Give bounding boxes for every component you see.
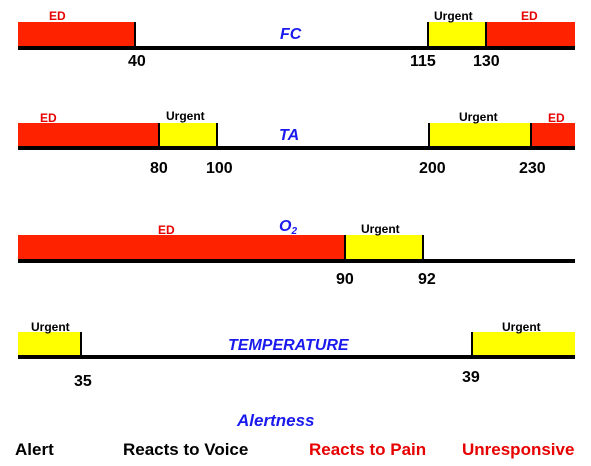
- temperature-zone-urgent-bar: [472, 332, 575, 357]
- ta-tick-label: 80: [150, 160, 168, 177]
- o2-zone-urgent-label: Urgent: [361, 222, 400, 236]
- scale-title-o2: O2: [279, 218, 298, 237]
- ta-zone-ed-bar: [18, 123, 159, 148]
- temperature-zone-urgent-bar: [18, 332, 81, 357]
- alertness-title: Alertness: [237, 411, 315, 430]
- fc-zone-ed-high-label: ED: [521, 9, 538, 23]
- fc-tick-label: 115: [410, 53, 436, 70]
- o2-zone-ed-label: ED: [158, 223, 175, 237]
- ta-zone-ed-bar: [531, 123, 575, 148]
- o2-tick-label: 90: [336, 271, 354, 288]
- fc-zone-ed-bar: [486, 22, 575, 48]
- ta-tick-label: 100: [206, 160, 233, 177]
- ta-zone-urgent-bar: [429, 123, 531, 148]
- ta-zone-urgent-high-label: Urgent: [459, 110, 498, 124]
- fc-zone-ed-low-label: ED: [49, 9, 66, 23]
- alertness-item-unresponsive: Unresponsive: [462, 440, 575, 459]
- temperature-zone-urgent-high-label: Urgent: [502, 320, 541, 334]
- ta-zone-urgent-low-label: Urgent: [166, 109, 205, 123]
- temperature-tick-label: 39: [462, 369, 480, 386]
- fc-tick-label: 130: [473, 53, 500, 70]
- fc-zone-ed-bar: [18, 22, 135, 48]
- ta-zone-ed-low-label: ED: [40, 111, 57, 125]
- o2-tick-label: 92: [418, 271, 436, 288]
- temperature-zone-urgent-low-label: Urgent: [31, 320, 70, 334]
- scale-title-ta: TA: [279, 127, 300, 144]
- ta-tick-label: 230: [519, 160, 546, 177]
- o2-zone-urgent-bar: [345, 235, 423, 261]
- ta-tick-label: 200: [419, 160, 446, 177]
- scale-title-temperature: TEMPERATURE: [228, 337, 349, 354]
- o2-zone-ed-bar: [18, 235, 345, 261]
- alertness-item-reacts-to-voice: Reacts to Voice: [123, 440, 249, 459]
- temperature-tick-label: 35: [74, 373, 92, 390]
- fc-tick-label: 40: [128, 53, 146, 70]
- alertness-item-reacts-to-pain: Reacts to Pain: [309, 440, 427, 459]
- fc-zone-urgent-label: Urgent: [434, 9, 473, 23]
- scale-title-fc: FC: [280, 26, 302, 43]
- ta-zone-urgent-bar: [159, 123, 217, 148]
- fc-zone-urgent-bar: [428, 22, 486, 48]
- alertness-item-alert: Alert: [15, 440, 54, 459]
- ta-zone-ed-high-label: ED: [548, 111, 565, 125]
